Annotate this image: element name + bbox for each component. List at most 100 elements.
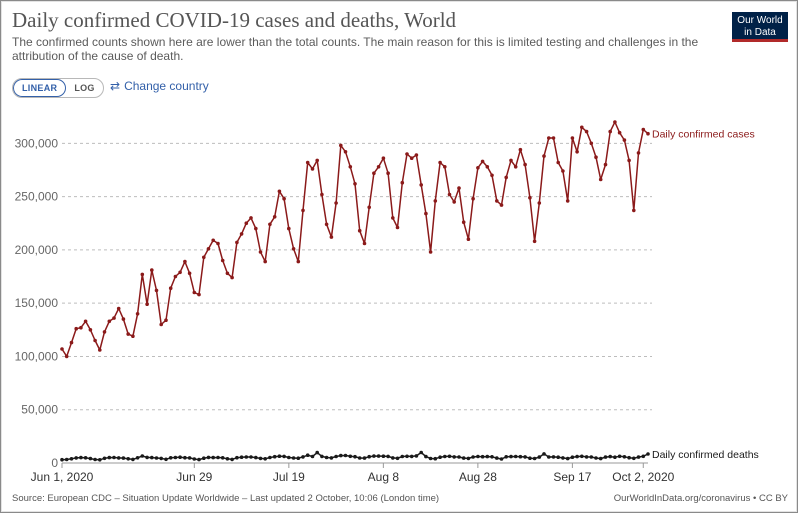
data-point bbox=[476, 454, 480, 459]
data-point bbox=[315, 450, 320, 455]
data-point bbox=[632, 208, 636, 213]
data-point bbox=[60, 347, 64, 351]
data-point bbox=[121, 456, 126, 460]
x-axis: Jun 1, 2020 Jun 29 Jul 19 Aug 8 Aug 28 Sep 17… bbox=[31, 462, 675, 484]
data-point bbox=[353, 454, 357, 459]
data-point bbox=[202, 456, 206, 461]
data-point bbox=[471, 196, 475, 201]
data-point bbox=[584, 455, 589, 459]
data-point bbox=[154, 456, 159, 460]
log-scale-button[interactable]: LOG bbox=[74, 83, 95, 93]
change-country-button[interactable]: ⇄ Change country bbox=[110, 78, 209, 94]
data-point bbox=[263, 457, 268, 461]
data-point bbox=[357, 228, 362, 233]
data-point bbox=[603, 455, 608, 459]
data-point bbox=[211, 238, 215, 243]
logo-line-2: in Data bbox=[744, 27, 776, 38]
data-point bbox=[353, 182, 357, 186]
data-point bbox=[391, 216, 395, 220]
x-tick-label: Jun 29 bbox=[176, 470, 212, 484]
data-point bbox=[305, 160, 310, 165]
data-point bbox=[636, 455, 641, 459]
data-point bbox=[140, 454, 145, 458]
data-point bbox=[244, 455, 249, 459]
data-point bbox=[617, 130, 622, 135]
data-point bbox=[145, 302, 149, 307]
data-point bbox=[461, 220, 466, 224]
data-point bbox=[513, 454, 518, 459]
data-point bbox=[287, 455, 291, 460]
change-country-label: Change country bbox=[124, 79, 209, 93]
data-point bbox=[438, 455, 442, 460]
data-point bbox=[272, 215, 277, 219]
data-point bbox=[310, 454, 315, 459]
chart-subtitle: The confirmed counts shown here are lowe… bbox=[12, 35, 699, 63]
data-point bbox=[64, 457, 69, 462]
data-point bbox=[518, 147, 523, 152]
data-point bbox=[121, 317, 126, 321]
data-point bbox=[622, 138, 627, 142]
data-point bbox=[107, 319, 112, 324]
data-point bbox=[461, 456, 466, 460]
data-point bbox=[159, 322, 163, 327]
data-point bbox=[362, 241, 367, 246]
data-point bbox=[584, 129, 589, 134]
data-point bbox=[528, 456, 532, 461]
data-point bbox=[220, 258, 225, 263]
data-point bbox=[443, 454, 447, 459]
data-point bbox=[102, 456, 107, 461]
logo-line-1: Our World bbox=[737, 15, 783, 26]
series-line bbox=[61, 121, 649, 358]
data-point bbox=[509, 454, 513, 459]
data-point bbox=[372, 171, 376, 175]
credit-link[interactable]: OurWorldInData.org/coronavirus • CC BY bbox=[613, 493, 788, 504]
data-point bbox=[216, 455, 220, 460]
data-point bbox=[112, 316, 116, 320]
data-point bbox=[598, 456, 603, 461]
data-point bbox=[268, 222, 272, 227]
data-point bbox=[216, 241, 220, 246]
data-point bbox=[480, 159, 485, 164]
data-point bbox=[74, 326, 78, 331]
linear-scale-button[interactable]: LINEAR bbox=[13, 79, 67, 97]
data-point bbox=[405, 454, 409, 459]
data-point bbox=[258, 456, 263, 461]
data-point bbox=[438, 160, 442, 165]
data-point bbox=[381, 454, 386, 459]
data-point bbox=[277, 454, 282, 459]
data-point bbox=[452, 200, 457, 204]
data-point bbox=[428, 250, 433, 254]
series bbox=[60, 120, 650, 462]
data-point bbox=[131, 457, 135, 462]
chart-title: Daily confirmed COVID-19 cases and death… bbox=[12, 8, 457, 32]
data-point bbox=[608, 454, 612, 459]
data-point bbox=[632, 456, 636, 461]
data-point bbox=[310, 167, 315, 171]
data-point bbox=[357, 456, 362, 460]
data-point bbox=[528, 195, 532, 200]
data-point bbox=[405, 152, 409, 156]
data-point bbox=[409, 156, 414, 160]
data-point bbox=[305, 453, 310, 458]
data-point bbox=[367, 454, 372, 459]
data-point bbox=[187, 271, 192, 276]
data-point bbox=[183, 259, 187, 264]
data-point bbox=[178, 270, 182, 275]
data-point bbox=[641, 127, 646, 132]
data-point bbox=[291, 247, 296, 251]
data-point bbox=[206, 455, 211, 460]
data-point bbox=[112, 455, 116, 460]
data-point bbox=[381, 156, 386, 160]
data-point bbox=[457, 186, 461, 190]
data-point bbox=[447, 454, 452, 459]
data-point bbox=[116, 306, 121, 311]
data-point bbox=[168, 286, 173, 291]
owid-logo[interactable]: Our World in Data bbox=[732, 12, 788, 42]
data-point bbox=[608, 129, 612, 134]
x-tick-label: Oct 2, 2020 bbox=[612, 470, 674, 484]
data-point bbox=[537, 201, 542, 205]
data-point bbox=[263, 259, 268, 264]
data-point bbox=[225, 457, 230, 461]
scale-toggle: LINEAR LOG bbox=[12, 78, 104, 98]
data-point bbox=[622, 455, 627, 459]
